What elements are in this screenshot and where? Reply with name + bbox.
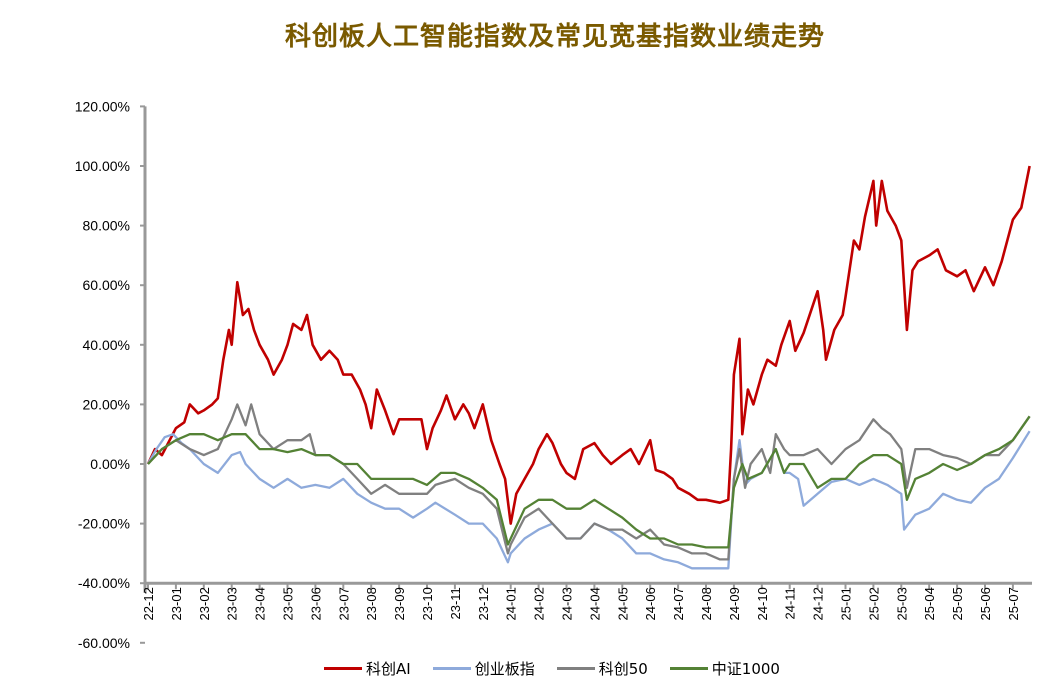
legend-swatch: [556, 667, 595, 670]
y-tick-label: 20.00%: [83, 396, 130, 412]
chart-title: 科创板人工智能指数及常见宽基指数业绩走势: [284, 22, 825, 52]
legend-item: 科创AI: [324, 658, 411, 679]
legend-swatch: [324, 667, 362, 670]
x-tick-label: 24-05: [615, 587, 630, 620]
legend-item: 中证1000: [669, 658, 780, 679]
legend-label: 科创AI: [366, 660, 411, 678]
y-tick-label: -20.00%: [78, 516, 130, 532]
x-tick-label: 23-04: [253, 587, 268, 620]
y-tick-label: -60.00%: [78, 635, 130, 651]
legend-label: 中证1000: [711, 660, 780, 678]
x-tick-label: 23-10: [420, 587, 435, 620]
x-tick-label: 23-06: [308, 587, 323, 620]
x-tick-label: 23-08: [364, 587, 379, 620]
x-tick-label: 24-10: [755, 587, 770, 620]
x-tick-label: 25-03: [894, 587, 909, 620]
x-tick-label: 23-01: [169, 587, 184, 620]
y-tick-label: 40.00%: [83, 337, 130, 353]
legend-swatch: [669, 667, 708, 670]
series-line-1: [146, 430, 1031, 570]
y-tick-label: 60.00%: [83, 277, 130, 293]
y-tick-label: 120.00%: [75, 98, 130, 114]
x-tick-label: 22-12: [141, 587, 156, 620]
series-line-2: [147, 403, 1031, 561]
x-tick-label: 25-05: [950, 587, 965, 620]
legend-label: 科创50: [598, 660, 648, 678]
x-tick-label: 25-07: [1006, 587, 1021, 620]
x-tick-label: 23-03: [225, 587, 240, 620]
legend: 科创AI 创业板指 科创50 中证1000: [0, 658, 1054, 679]
x-tick-label: 23-07: [336, 587, 351, 620]
x-tick-label: 25-06: [978, 587, 993, 620]
x-tick-label: 24-11: [783, 587, 798, 619]
x-tick-label: 24-09: [727, 587, 742, 620]
legend-item: 创业板指: [432, 658, 535, 679]
x-tick-label: 23-02: [197, 587, 212, 620]
x-tick-label: 23-09: [392, 587, 407, 620]
x-tick-label: 24-02: [532, 587, 547, 620]
x-tick-label: 24-03: [560, 587, 575, 620]
x-tick-label: 25-04: [922, 587, 937, 620]
x-tick-label: 25-01: [839, 587, 854, 620]
x-tick-label: 24-04: [587, 587, 602, 620]
x-tick-label: 25-02: [866, 587, 881, 620]
x-tick-label: 24-06: [643, 587, 658, 620]
series-line-3: [147, 415, 1031, 549]
x-tick-label: 24-08: [699, 587, 714, 620]
x-tick-label: 23-12: [476, 587, 491, 620]
y-tick-label: 80.00%: [83, 218, 130, 234]
legend-swatch: [432, 667, 471, 670]
y-tick-label: 0.00%: [90, 456, 130, 472]
x-tick-label: 23-05: [281, 587, 296, 620]
x-tick-label: 24-01: [504, 587, 519, 620]
legend-label: 创业板指: [474, 660, 535, 678]
series-line-0: [146, 165, 1031, 525]
legend-item: 科创50: [556, 658, 648, 679]
x-tick-label: 23-11: [448, 587, 463, 619]
y-tick-label: -40.00%: [78, 575, 130, 591]
x-tick-label: 24-12: [811, 587, 826, 620]
x-tick-label: 24-07: [671, 587, 686, 620]
y-tick-label: 100.00%: [75, 158, 130, 174]
